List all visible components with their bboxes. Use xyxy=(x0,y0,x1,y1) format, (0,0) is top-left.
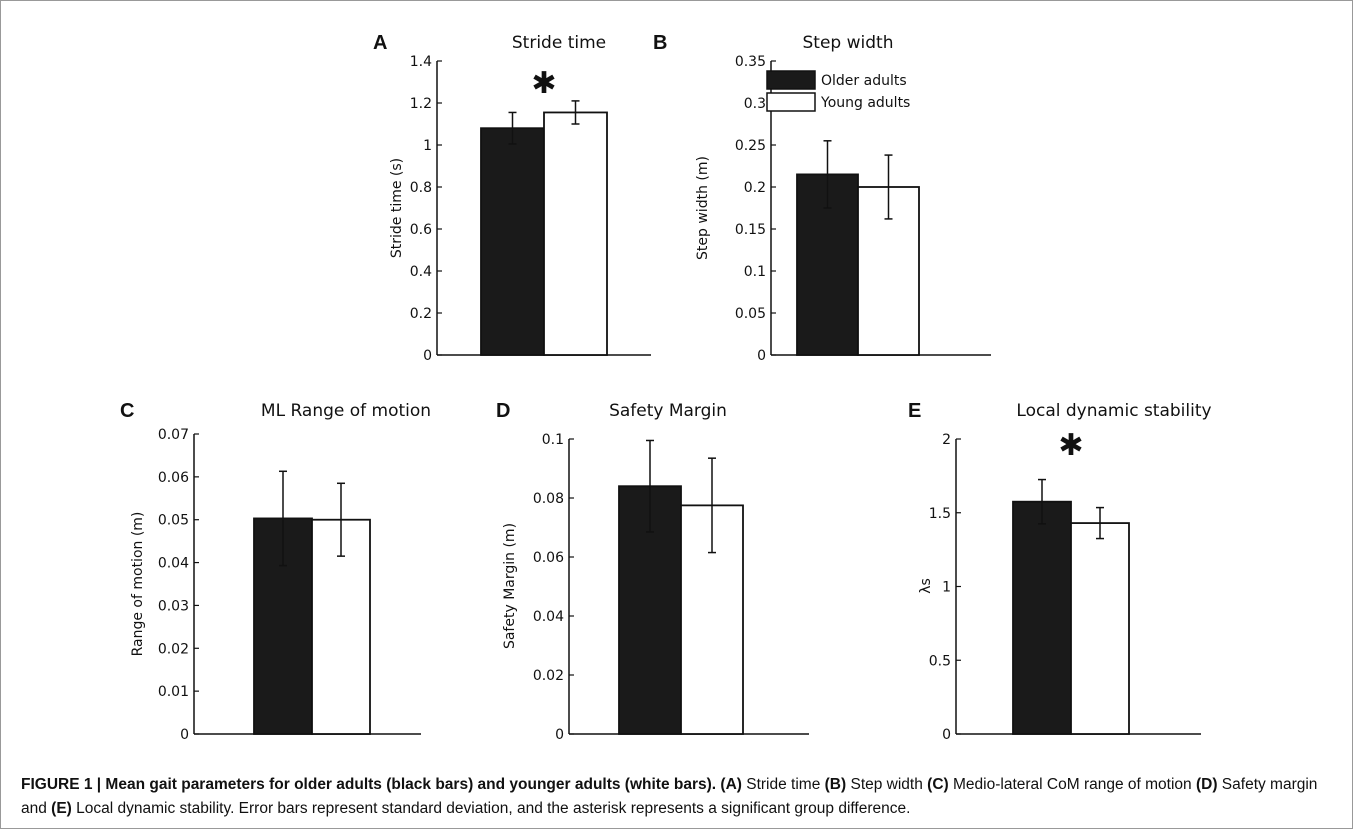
panel-b-letter: B xyxy=(653,32,667,54)
legend-label-young: Young adults xyxy=(820,95,910,111)
caption-text-d: Safety margin and xyxy=(21,776,1318,817)
panel-a-title: Stride time xyxy=(512,33,606,53)
panel-b-y-tick-label: 0.3 xyxy=(744,96,766,112)
panel-e-y-label: λs xyxy=(918,578,934,594)
panel-d-y-label: Safety Margin (m) xyxy=(502,523,518,649)
caption-text-b: Step width xyxy=(846,776,928,793)
panel-a-y-tick-label: 1 xyxy=(423,138,432,154)
panel-b-y-tick-label: 0.1 xyxy=(744,264,766,280)
panel-e-y-tick-label: 1 xyxy=(942,580,951,596)
panel-b-y-tick-label: 0.25 xyxy=(735,138,766,154)
panel-a-y-tick-label: 0.6 xyxy=(410,222,432,238)
caption-ref-b: (B) xyxy=(824,776,847,793)
panel-a-y-tick-label: 0.2 xyxy=(410,306,432,322)
panel-d-y-tick-label: 0.08 xyxy=(533,491,564,507)
panel-e-title: Local dynamic stability xyxy=(1016,401,1211,421)
panel-a-y-tick-label: 0 xyxy=(423,348,432,364)
panel-e-bar-young xyxy=(1070,522,1130,735)
panel-b-y-tick-label: 0.35 xyxy=(735,54,766,70)
caption-text-c: Medio-lateral CoM range of motion xyxy=(948,776,1196,793)
panel-d-y-tick-label: 0 xyxy=(555,727,564,743)
caption-text-a: Stride time xyxy=(741,776,825,793)
panel-d-y-tick-label: 0.04 xyxy=(533,609,564,625)
panel-a-significance-asterisk: ✱ xyxy=(531,66,556,101)
panel-b-y-tick-label: 0 xyxy=(757,348,766,364)
panel-a-y-tick-label: 1.4 xyxy=(410,54,432,70)
panel-e-bar-older xyxy=(1012,500,1072,735)
panel-d-y-tick-label: 0.06 xyxy=(533,550,564,566)
legend-swatch-older xyxy=(766,70,816,90)
panel-c-y-tick-label: 0 xyxy=(180,727,189,743)
caption-ref-c: (C) xyxy=(927,776,949,793)
panel-b-title: Step width xyxy=(803,33,894,53)
caption-ref-e: (E) xyxy=(51,800,72,817)
panel-c-y-tick-label: 0.04 xyxy=(158,556,189,572)
caption-ref-a: (A) xyxy=(720,776,742,793)
panel-a-y-tick-label: 1.2 xyxy=(410,96,432,112)
panel-d-y-tick-label: 0.1 xyxy=(542,432,564,448)
panel-c-y-tick-label: 0.06 xyxy=(158,470,189,486)
panel-c-y-label: Range of motion (m) xyxy=(130,512,146,657)
panel-c-title: ML Range of motion xyxy=(261,401,431,421)
figure-caption: FIGURE 1 | Mean gait parameters for olde… xyxy=(21,773,1341,821)
panel-e-letter: E xyxy=(908,400,921,422)
panel-e-y-tick-label: 2 xyxy=(942,432,951,448)
panel-b-y-tick-label: 0.05 xyxy=(735,306,766,322)
panel-e-y-tick-label: 1.5 xyxy=(929,506,951,522)
panel-c-y-tick-label: 0.05 xyxy=(158,513,189,529)
panel-a-y-tick-label: 0.8 xyxy=(410,180,432,196)
panel-a-y-tick-label: 0.4 xyxy=(410,264,432,280)
panel-e-y-tick-label: 0.5 xyxy=(929,653,951,669)
panel-b-y-tick-label: 0.15 xyxy=(735,222,766,238)
panel-d-title: Safety Margin xyxy=(609,401,727,421)
panel-e-significance-asterisk: ✱ xyxy=(1058,428,1083,463)
legend-swatch-young xyxy=(766,92,816,112)
panel-a-bar-older xyxy=(480,127,545,356)
panel-c-y-tick-label: 0.03 xyxy=(158,598,189,614)
panel-d-y-tick-label: 0.02 xyxy=(533,668,564,684)
panel-a-bar-young xyxy=(543,111,608,356)
caption-ref-d: (D) xyxy=(1195,776,1218,793)
panel-c-y-tick-label: 0.02 xyxy=(158,641,189,657)
panel-b-y-label: Step width (m) xyxy=(695,156,711,260)
panel-e-y-tick-label: 0 xyxy=(942,727,951,743)
panel-a-y-label: Stride time (s) xyxy=(389,158,405,258)
panel-a-letter: A xyxy=(373,32,387,54)
legend-label-older: Older adults xyxy=(821,73,907,89)
panel-b-y-tick-label: 0.2 xyxy=(744,180,766,196)
caption-text-e: Local dynamic stability. Error bars repr… xyxy=(71,800,911,817)
caption-label: FIGURE 1 | Mean gait parameters for olde… xyxy=(21,776,717,793)
panel-c-letter: C xyxy=(120,400,134,422)
charts-svg: A Stride time 0 0.2 0.4 0.6 0.8 1 1.2 1.4 Stride t… xyxy=(120,32,1212,743)
panel-c-y-tick-label: 0.01 xyxy=(158,684,189,700)
panel-d-letter: D xyxy=(496,400,510,422)
panel-c-y-tick-label: 0.07 xyxy=(158,427,189,443)
